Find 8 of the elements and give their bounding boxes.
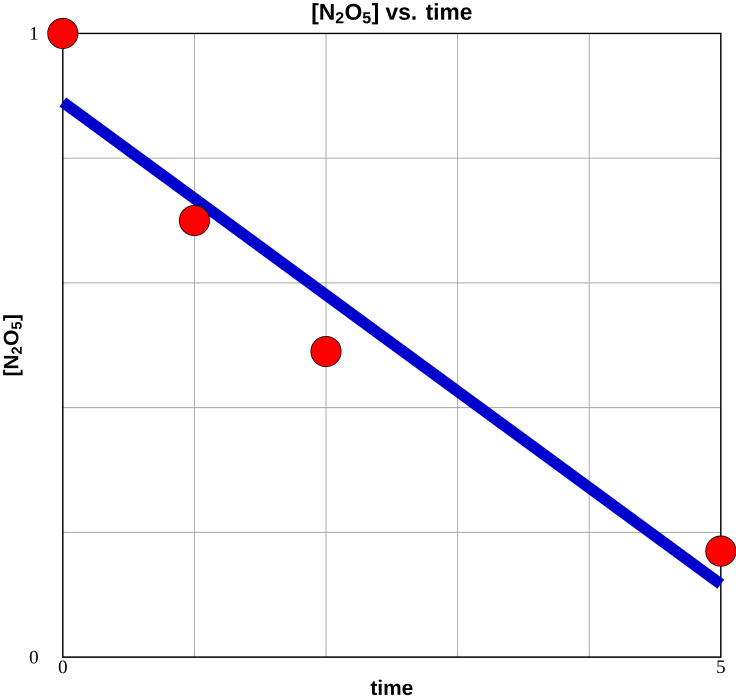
chart-title: [N$_{2}$O$_{5}$] vs. time <box>312 3 472 24</box>
point <box>47 18 78 49</box>
y-axis-title: [N$_{2}$O$_{5}$] <box>3 315 23 376</box>
x-tick-label: 5 <box>717 660 725 673</box>
point <box>178 204 210 236</box>
y-tick-label: 1 <box>30 27 38 40</box>
point <box>310 336 342 367</box>
x-axis-title: time <box>370 680 413 695</box>
